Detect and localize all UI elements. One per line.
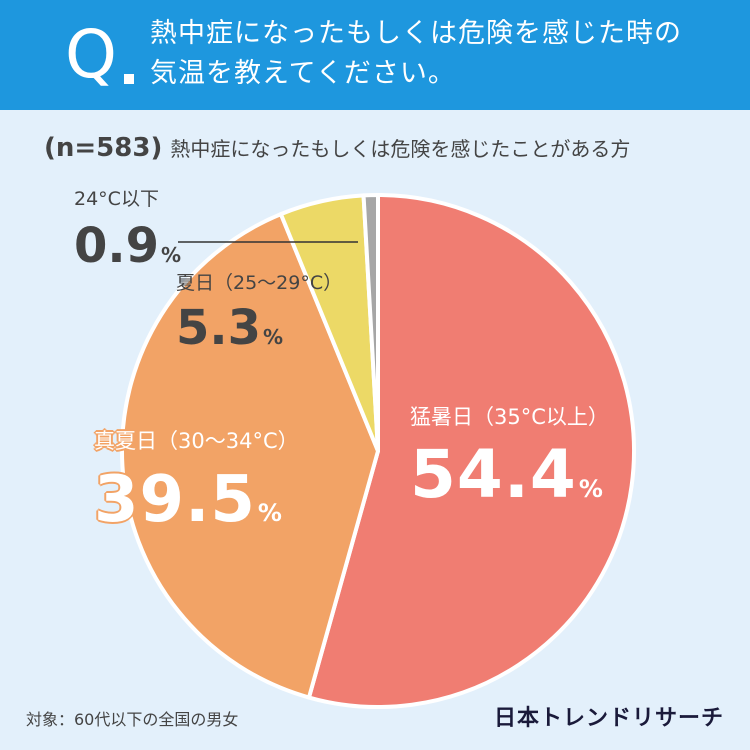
pie-slice-35c-plus (306, 193, 636, 709)
pie-slice-30-34c (120, 212, 380, 700)
question-line-2: 気温を教えてください。 (150, 58, 456, 89)
question-text: 熱中症になったもしくは危険を感じた時の 気温を教えてください。 (150, 14, 720, 94)
slice-label-24c-below: 24°C以下 0.9% (74, 186, 181, 270)
slice-value-25-29c: 5.3% (176, 300, 284, 356)
slice-name-35c-plus: 猛暑日（35°C以上） (410, 405, 609, 429)
pie-slice-24c-below (361, 193, 380, 453)
slice-value-35c-plus: 54.4% (410, 436, 604, 513)
slice-name-30-34c: 真夏日（30～34°C） (94, 429, 299, 453)
brand-logo: 日本トレンドリサーチ (493, 706, 724, 731)
q-dot (124, 74, 134, 84)
question-line-1: 熱中症になったもしくは危険を感じた時の (150, 18, 682, 49)
slice-label-30-34c: 真夏日（30～34°C） 39.5% (94, 428, 299, 532)
sample-target: 熱中症になったもしくは危険を感じたことがある方 (170, 137, 631, 161)
sample-description: (n=583) 熱中症になったもしくは危険を感じたことがある方 (44, 132, 724, 165)
q-mark: Q (65, 16, 117, 93)
slice-name-25-29c: 夏日（25～29°C） (176, 272, 343, 294)
slice-label-35c-plus: 猛暑日（35°C以上） 54.4% (410, 404, 609, 508)
slice-name-24c-below: 24°C以下 (74, 188, 159, 210)
sample-size: (n=583) (44, 133, 163, 163)
slice-value-30-34c: 39.5% (94, 463, 283, 537)
slice-value-24c-below: 0.9% (74, 218, 182, 274)
question-header: Q 熱中症になったもしくは危険を感じた時の 気温を教えてください。 (0, 0, 750, 110)
slice-label-25-29c: 夏日（25～29°C） 5.3% (176, 270, 342, 352)
target-note: 対象：60代以下の全国の男女 (26, 710, 239, 729)
